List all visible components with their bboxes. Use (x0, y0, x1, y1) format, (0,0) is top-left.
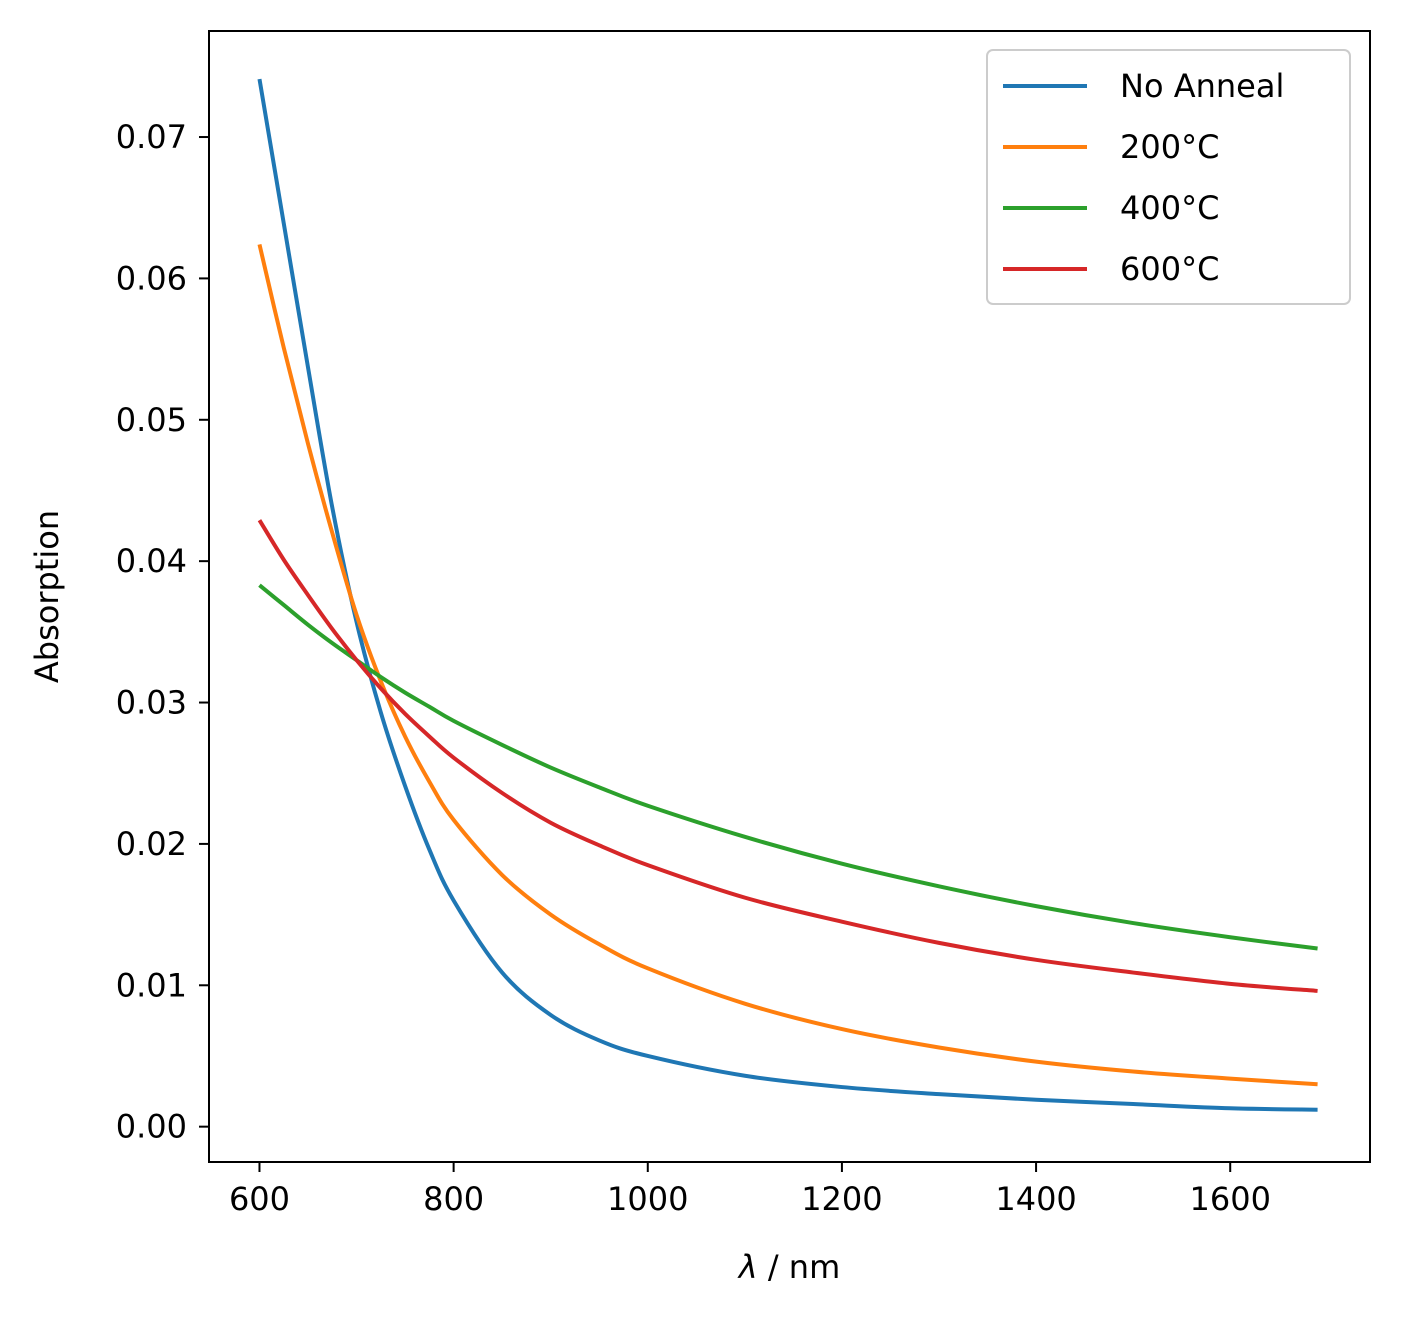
series-line-no-anneal (257, 78, 1318, 1112)
legend: No Anneal 200°C 400°C 600°C (986, 49, 1351, 305)
x-tick-label: 1000 (607, 1180, 688, 1218)
y-tick-label: 0.03 (116, 684, 187, 722)
x-tick-label: 600 (229, 1180, 290, 1218)
legend-label-400-c: 400°C (1120, 189, 1219, 227)
legend-label-200-c: 200°C (1120, 128, 1219, 166)
x-tick-label: 1400 (995, 1180, 1076, 1218)
y-tick-label: 0.04 (116, 542, 187, 580)
series-line-400-c (258, 583, 1318, 951)
y-tick-label: 0.02 (116, 825, 187, 863)
series-layer (257, 78, 1318, 1112)
plot-frame (208, 30, 1371, 1163)
legend-label-600-c: 600°C (1120, 250, 1219, 288)
x-axis-symbol: λ (737, 1248, 758, 1286)
legend-label-no-anneal: No Anneal (1120, 67, 1284, 105)
x-tick-label: 800 (423, 1180, 484, 1218)
y-tick-label: 0.01 (116, 966, 187, 1004)
series-line-200-c (257, 244, 1318, 1087)
x-axis-label: λ / nm (737, 1248, 841, 1286)
y-axis-label: Absorption (28, 510, 66, 683)
y-tick-label: 0.00 (116, 1108, 187, 1146)
x-tick-label: 1200 (801, 1180, 882, 1218)
y-tick-label: 0.07 (116, 118, 187, 156)
tick-layer: 600 800 1000 1200 1400 1600 0.00 0.01 0.02 0.03 0.… (116, 118, 1271, 1218)
legend-box (986, 49, 1351, 305)
x-tick-label: 1600 (1189, 1180, 1270, 1218)
y-tick-label: 0.05 (116, 401, 187, 439)
series-line-600-c (257, 519, 1318, 993)
y-tick-label: 0.06 (116, 259, 187, 297)
x-axis-unit: / nm (758, 1248, 841, 1286)
